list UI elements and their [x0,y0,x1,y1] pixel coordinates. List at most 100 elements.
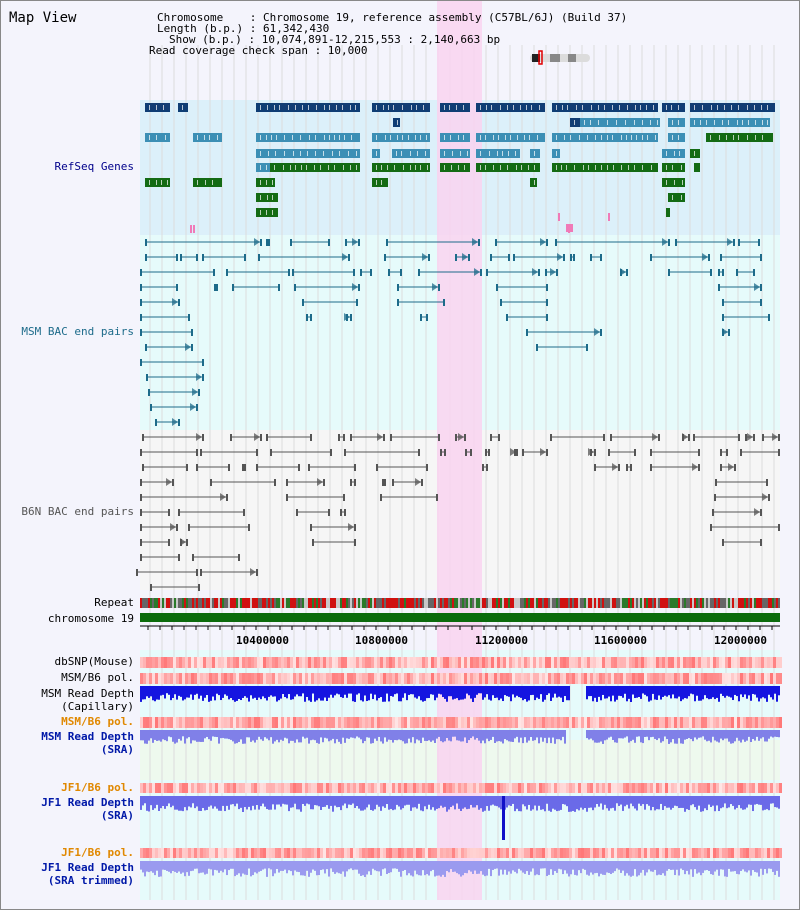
gene-exon-gap [642,120,643,125]
msm-read-depth-sra-bar [294,730,296,743]
msm-read-depth-capillary-bar [450,686,452,697]
gene-exon-gap [672,195,673,200]
gene-exon-gap [714,120,715,125]
msm-b6-pol-sra-heat-cell [779,717,782,728]
msm-read-depth-sra-bar [254,730,256,743]
jf1-b6-pol-heat-cell [653,783,656,793]
jf1-read-depth-bar [726,796,728,809]
jf1-read-depth-bar [300,796,302,812]
jf1-b6-pol-trimmed-heat-cell [569,848,572,858]
msm-read-depth-sra-bar [452,730,454,737]
repeat-mark [414,598,416,608]
jf1-b6-pol-trimmed-heat-cell [170,848,173,858]
jf1-b6-pol-trimmed-heat-cell [614,848,617,858]
msm-b6-pol-heat-cell [734,673,737,684]
jf1-b6-pol-heat-cell [545,783,548,793]
msm-read-depth-sra-bar [300,730,302,743]
jf1-read-depth-bar [474,796,476,808]
msm-b6-pol-sra-heat-cell [311,717,314,728]
jf1-read-depth-trimmed-bar [510,861,512,874]
gene-exon-gap [567,105,568,110]
msm-read-depth-capillary-bar [354,686,356,702]
msm-b6-pol-sra-heat-cell [701,717,704,728]
repeat-mark [302,598,304,608]
msm-read-depth-capillary-bar [210,686,212,701]
dbsnp-heat-cell [536,657,539,668]
jf1-read-depth-bar [372,796,374,811]
msm-b6-pol-sra-heat-cell [143,717,146,728]
msm-bac-pair-end [443,299,445,306]
jf1-b6-pol-heat-cell [692,783,695,793]
jf1-b6-pol-trimmed-heat-cell [536,848,539,858]
gene-exon-gap [268,151,269,156]
gene-exon-gap [480,105,481,110]
msm-read-depth-capillary-bar [322,686,324,701]
msm-b6-pol-heat-cell [332,673,335,684]
jf1-b6-pol-heat-cell [716,783,719,793]
b6n-bac-pair-end [140,479,142,486]
msm-read-depth-capillary-bar [712,686,714,698]
msm-bac-pair-arrow [352,238,358,246]
jf1-b6-pol-trimmed-heat-cell [578,848,581,858]
jf1-read-depth-bar [314,796,316,806]
jf1-b6-pol-trimmed-heat-cell [314,848,317,858]
jf1-b6-pol-trimmed-heat-cell [263,848,266,858]
dbsnp-heat-cell [527,657,530,668]
jf1-b6-pol-trimmed-heat-cell [461,848,464,858]
dbsnp-heat-cell [632,657,635,668]
msm-read-depth-capillary-bar [682,686,684,700]
dbsnp-heat-cell [452,657,455,668]
jf1-read-depth-bar [544,796,546,812]
dbsnp-heat-cell [437,657,440,668]
gene-exon-gap [458,135,459,140]
msm-read-depth-sra-bar [248,730,250,738]
msm-read-depth-capillary-bar [588,686,590,697]
refseq-gene [662,178,685,187]
gene-exon-gap [426,135,427,140]
msm-bac-track-label[interactable]: MSM BAC end pairs [21,325,134,338]
msm-read-depth-capillary-bar [312,686,314,694]
refseq-track-label[interactable]: RefSeq Genes [54,160,134,173]
jf1-read-depth-bar [210,796,212,806]
b6n-bac-track-label[interactable]: B6N BAC end pairs [21,505,134,518]
jf1-read-depth-bar [264,796,266,807]
jf1-read-depth-bar [382,796,384,807]
repeat-mark [606,598,608,608]
repeat-mark [158,598,160,608]
msm-bac-pair-end [145,344,147,351]
jf1-read-depth-bar [760,796,762,805]
b6n-bac-pair-end [344,509,346,516]
jf1-read-depth-trimmed-bar [630,861,632,877]
jf1-b6-pol-trimmed-heat-cell [599,848,602,858]
msm-b6-pol-sra-heat-cell [176,717,179,728]
jf1-read-depth-trimmed-bar [694,861,696,870]
msm-b6-pol-heat-cell [305,673,308,684]
dbsnp-heat-cell [173,657,176,668]
msm-read-depth-capillary-bar [778,686,780,696]
jf1-b6-pol-heat-cell [278,783,281,793]
jf1-read-depth-bar [416,796,418,809]
b6n-bac-pair-end [140,449,142,456]
gene-exon-gap [309,135,310,140]
refseq-gene [662,103,685,112]
jf1-b6-pol-trimmed-heat-cell [581,848,584,858]
msm-read-depth-sra-bar [384,730,386,738]
dbsnp-heat-cell [542,657,545,668]
jf1-b6-pol-heat-cell [179,783,182,793]
msm-read-depth-sra-bar [262,730,264,741]
msm-read-depth-sra-bar [242,730,244,744]
msm-b6-pol-sra-heat-cell [374,717,377,728]
msm-read-depth-capillary-bar [452,686,454,700]
jf1-b6-pol-trimmed-heat-cell [242,848,245,858]
jf1-read-depth-trimmed-bar [658,861,660,875]
msm-b6-pol-sra-heat-cell [593,717,596,728]
jf1-read-depth-trimmed-bar [178,861,180,872]
jf1-read-depth-trimmed-bar [180,861,182,874]
jf1-read-depth-bar [426,796,428,810]
repeat-mark [390,598,392,608]
msm-read-depth-sra-bar [304,730,306,739]
chromosome-track-label: chromosome 19 [47,612,134,625]
jf1-b6-pol-heat-cell [449,783,452,793]
dbsnp-heat-cell [290,657,293,668]
